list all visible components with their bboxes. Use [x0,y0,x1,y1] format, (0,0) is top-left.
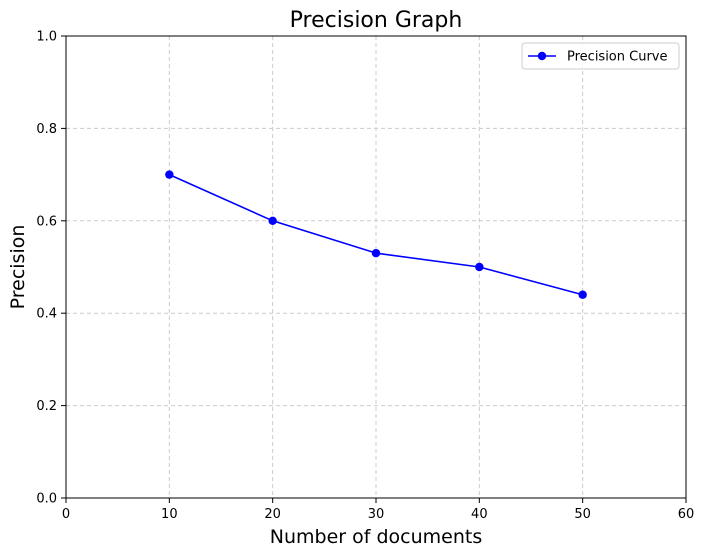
y-axis-label: Precision [7,225,29,310]
x-axis-label: Number of documents [270,526,482,548]
legend: Precision Curve [521,42,680,70]
legend-box [521,42,680,70]
data-point [578,290,587,299]
legend-label: Precision Curve [567,50,668,65]
y-tick-label: 0.4 [36,307,57,322]
x-tick-label: 10 [161,507,178,522]
legend-marker-swatch [537,51,547,61]
chart-title: Precision Graph [290,8,463,33]
x-tick-label: 0 [62,507,70,522]
y-tick-label: 0.2 [36,399,57,414]
series-layer [165,170,587,299]
data-point [371,248,381,258]
y-tick-label: 0.6 [36,214,57,229]
y-tick-label: 1.0 [36,30,57,45]
data-point [268,216,277,225]
grid-layer [66,36,686,498]
y-tick-label: 0.0 [36,492,57,507]
x-tick-label: 20 [264,507,281,522]
data-point [165,170,174,179]
y-tick-label: 0.8 [36,122,57,137]
x-tick-label: 40 [471,507,488,522]
x-tick-label: 60 [678,507,695,522]
x-tick-label: 30 [368,507,385,522]
data-point [475,262,484,272]
x-tick-label: 50 [574,507,591,522]
ticks-layer: 0 10 20 30 40 50 60 0.0 0.2 0.4 0.6 0.8 1.0 [36,30,694,523]
